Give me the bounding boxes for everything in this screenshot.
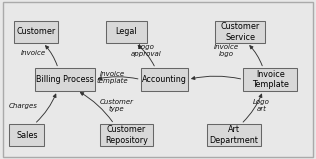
Text: Art
Department: Art Department [210, 125, 258, 145]
Text: Customer
Service: Customer Service [221, 22, 260, 41]
Text: Accounting: Accounting [142, 75, 187, 84]
Text: Sales: Sales [16, 131, 38, 140]
Text: Customer
Repository: Customer Repository [105, 125, 148, 145]
Text: Logo
art: Logo art [253, 99, 270, 112]
FancyBboxPatch shape [14, 21, 58, 43]
FancyBboxPatch shape [106, 21, 147, 43]
Text: Customer: Customer [17, 27, 56, 36]
FancyBboxPatch shape [141, 68, 188, 91]
Text: Invoice
logo: Invoice logo [213, 44, 239, 57]
FancyBboxPatch shape [215, 21, 265, 43]
FancyBboxPatch shape [35, 68, 95, 91]
Text: Billing Process: Billing Process [36, 75, 94, 84]
FancyBboxPatch shape [243, 68, 297, 91]
Text: Customer
type: Customer type [100, 99, 134, 112]
FancyBboxPatch shape [207, 124, 261, 146]
Text: Legal: Legal [116, 27, 137, 36]
Text: Invoice
template: Invoice template [96, 71, 128, 84]
Text: Logo
approval: Logo approval [131, 44, 162, 57]
Text: Invoice: Invoice [21, 50, 46, 56]
FancyBboxPatch shape [100, 124, 153, 146]
Text: Invoice
Template: Invoice Template [252, 70, 289, 89]
Text: Charges: Charges [9, 103, 38, 109]
FancyBboxPatch shape [9, 124, 44, 146]
